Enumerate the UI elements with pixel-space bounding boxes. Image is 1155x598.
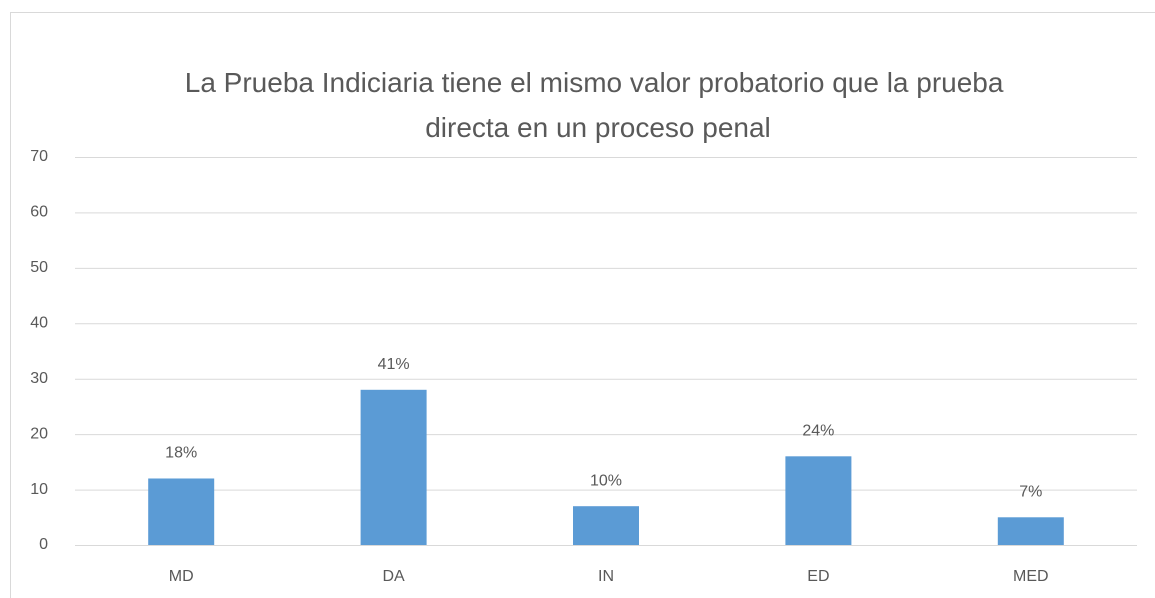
chart-title: La Prueba Indiciaria tiene el mismo valo… <box>185 67 1011 143</box>
data-label: 10% <box>590 472 622 489</box>
y-tick-label: 0 <box>39 536 48 553</box>
y-tick-label: 40 <box>30 315 48 332</box>
bar <box>360 389 427 545</box>
data-label: 7% <box>1019 484 1042 501</box>
y-tick-label: 30 <box>30 370 48 387</box>
y-tick-label: 10 <box>30 481 48 498</box>
y-tick-label: 20 <box>30 425 48 442</box>
bar <box>785 456 852 545</box>
bar <box>573 506 639 545</box>
data-label: 18% <box>165 445 197 462</box>
bar <box>997 517 1064 545</box>
chart-border <box>10 12 1155 598</box>
data-label: 41% <box>378 356 410 373</box>
y-tick-label: 50 <box>30 259 48 276</box>
x-tick-label: ED <box>807 568 829 585</box>
x-tick-label: MED <box>1013 568 1049 585</box>
x-tick-label: MD <box>169 568 194 585</box>
data-label: 24% <box>802 423 834 440</box>
y-tick-label: 70 <box>30 148 48 165</box>
y-tick-label: 60 <box>30 204 48 221</box>
x-tick-label: IN <box>598 568 614 585</box>
x-tick-label: DA <box>382 568 405 585</box>
bar <box>148 478 215 545</box>
